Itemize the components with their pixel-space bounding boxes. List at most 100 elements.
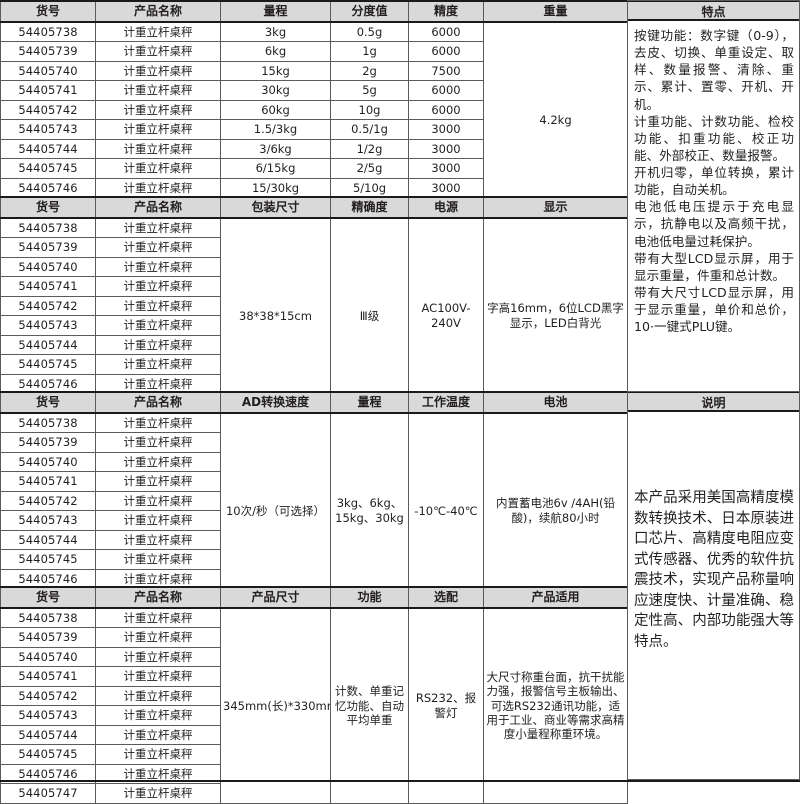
cell-name: 计重立杆桌秤 — [95, 158, 221, 179]
cell-name: 计重立杆桌秤 — [95, 80, 221, 101]
cell-name: 计重立杆桌秤 — [95, 724, 221, 745]
cell-name: 计重立杆桌秤 — [95, 256, 221, 277]
description-panel-header: 说明 — [628, 392, 799, 412]
table-row: 54405738 计重立杆桌秤 3kg 0.5g 6000 4.2kg — [0, 21, 628, 218]
cell-code: 54405738 — [0, 21, 96, 42]
table-row: 54405744 计重立杆桌秤 — [0, 724, 628, 745]
spec-table-section-2: 货号 产品名称 包装尺寸 精确度 电源 显示 54405738 计重立杆桌秤 3… — [0, 196, 628, 414]
cell-range: 15/30kg — [220, 177, 331, 198]
table-row: 54405741 计重立杆桌秤 30kg 5g 6000 — [0, 80, 628, 101]
cell-name: 计重立杆桌秤 — [95, 334, 221, 355]
cell-code: 54405743 — [0, 315, 96, 336]
features-panel-header: 特点 — [628, 1, 799, 21]
table-row: 54405740 计重立杆桌秤 — [0, 451, 628, 472]
cell-code: 54405740 — [0, 60, 96, 81]
cell-name: 计重立杆桌秤 — [95, 21, 221, 42]
feature-paragraph: 电池低电压提示于充电显示，抗静电以及高频干扰，电池低电量过耗保护。 — [634, 199, 794, 249]
cell-function: 计数、单重记忆功能、自动平均单重 — [330, 607, 409, 804]
table-header-row-1: 货号 产品名称 量程 分度值 精度 重量 — [0, 0, 628, 23]
cell-name: 计重立杆桌秤 — [95, 763, 221, 784]
table-row: 54405738 计重立杆桌秤 345mm(长)*330mm(宽)*112mm(… — [0, 607, 628, 804]
description-panel: 说明 本产品采用美国高精度模数转换技术、日本原装进口芯片、高精度电阻应变式传感器… — [627, 391, 800, 780]
cell-range: 3kg、6kg、15kg、30kg — [330, 412, 409, 609]
cell-code: 54405741 — [0, 471, 96, 492]
cell-division: 5/10g — [330, 177, 409, 198]
cell-name: 计重立杆桌秤 — [95, 685, 221, 706]
table-header-row-4: 货号 产品名称 产品尺寸 功能 选配 产品适用 — [0, 586, 628, 609]
cell-optional: RS232、报警灯 — [408, 607, 484, 804]
header-accuracy: 精度 — [408, 0, 484, 23]
cell-range: 3kg — [220, 21, 331, 42]
cell-code: 54405742 — [0, 99, 96, 120]
cell-name: 计重立杆桌秤 — [95, 138, 221, 159]
cell-code: 54405744 — [0, 334, 96, 355]
feature-paragraph: 计重功能、计数功能、检校功能、扣重功能、校正功能、外部校正、数量报警。 — [634, 113, 794, 163]
cell-range: 3/6kg — [220, 138, 331, 159]
features-panel-body: 按键功能：数字键（0-9），去皮、切换、单重设定、取样、数量报警、清除、重示、累… — [628, 21, 799, 339]
cell-code: 54405741 — [0, 80, 96, 101]
cell-division: 5g — [330, 80, 409, 101]
header-range-3: 量程 — [330, 391, 409, 414]
cell-range: 6kg — [220, 41, 331, 62]
bottom-rule — [0, 780, 800, 782]
header-power: 电源 — [408, 196, 484, 219]
cell-product-size: 345mm(长)*330mm(宽)*112mm(高) — [220, 607, 331, 804]
cell-code: 54405738 — [0, 217, 96, 238]
header-display: 显示 — [483, 196, 628, 219]
cell-application: 大尺寸称重台面，抗干扰能力强，报警信号主板输出、可选RS232通讯功能，适用于工… — [483, 607, 628, 804]
cell-code: 54405739 — [0, 627, 96, 648]
feature-paragraph: 按键功能：数字键（0-9），去皮、切换、单重设定、取样、数量报警、清除、重示、累… — [634, 28, 794, 112]
cell-name: 计重立杆桌秤 — [95, 510, 221, 531]
cell-name: 计重立杆桌秤 — [95, 99, 221, 120]
cell-name: 计重立杆桌秤 — [95, 177, 221, 198]
cell-code: 54405746 — [0, 177, 96, 198]
cell-name: 计重立杆桌秤 — [95, 529, 221, 550]
cell-code: 54405746 — [0, 373, 96, 394]
header-range: 量程 — [220, 0, 331, 23]
header-name-4: 产品名称 — [95, 586, 221, 609]
cell-name: 计重立杆桌秤 — [95, 607, 221, 628]
header-division: 分度值 — [330, 0, 409, 23]
cell-code: 54405742 — [0, 685, 96, 706]
cell-name: 计重立杆桌秤 — [95, 451, 221, 472]
feature-paragraph: 带有大型LCD显示屏，用于显示重量，件重和总计数。 — [634, 250, 794, 283]
table-row: 54405745 计重立杆桌秤 — [0, 354, 628, 375]
cell-code: 54405747 — [0, 783, 96, 804]
cell-accuracy: 3000 — [408, 158, 484, 179]
table-row: 54405743 计重立杆桌秤 — [0, 705, 628, 726]
cell-division: 0.5g — [330, 21, 409, 42]
table-row: 54405742 计重立杆桌秤 — [0, 295, 628, 316]
header-battery: 电池 — [483, 391, 628, 414]
cell-code: 54405745 — [0, 549, 96, 570]
spec-table-section-4: 货号 产品名称 产品尺寸 功能 选配 产品适用 54405738 计重立杆桌秤 … — [0, 586, 628, 804]
cell-name: 计重立杆桌秤 — [95, 783, 221, 804]
cell-code: 54405744 — [0, 529, 96, 550]
cell-accuracy: 3000 — [408, 119, 484, 140]
cell-code: 54405740 — [0, 256, 96, 277]
header-code-1: 货号 — [0, 0, 96, 23]
table-row: 54405740 计重立杆桌秤 — [0, 256, 628, 277]
table-row: 54405746 计重立杆桌秤 15/30kg 5/10g 3000 — [0, 177, 628, 198]
cell-code: 54405745 — [0, 744, 96, 765]
cell-division: 10g — [330, 99, 409, 120]
cell-precision: Ⅲ级 — [330, 217, 409, 414]
cell-division: 1/2g — [330, 138, 409, 159]
cell-division: 2/5g — [330, 158, 409, 179]
feature-paragraph: 开机归零，单位转换，累计功能，自动关机。 — [634, 165, 794, 198]
cell-name: 计重立杆桌秤 — [95, 549, 221, 570]
cell-accuracy: 6000 — [408, 80, 484, 101]
cell-name: 计重立杆桌秤 — [95, 432, 221, 453]
cell-code: 54405746 — [0, 568, 96, 589]
cell-accuracy: 6000 — [408, 41, 484, 62]
cell-power: AC100V-240V — [408, 217, 484, 414]
cell-code: 54405740 — [0, 451, 96, 472]
table-row: 54405743 计重立杆桌秤 — [0, 510, 628, 531]
header-weight: 重量 — [483, 0, 628, 23]
cell-code: 54405739 — [0, 237, 96, 258]
cell-name: 计重立杆桌秤 — [95, 354, 221, 375]
cell-range: 1.5/3kg — [220, 119, 331, 140]
feature-paragraph: 带有大尺寸LCD显示屏，用于显示重量，单价和总价，10·一键式PLU键。 — [634, 284, 794, 335]
cell-code: 54405739 — [0, 41, 96, 62]
cell-name: 计重立杆桌秤 — [95, 41, 221, 62]
cell-accuracy: 3000 — [408, 138, 484, 159]
